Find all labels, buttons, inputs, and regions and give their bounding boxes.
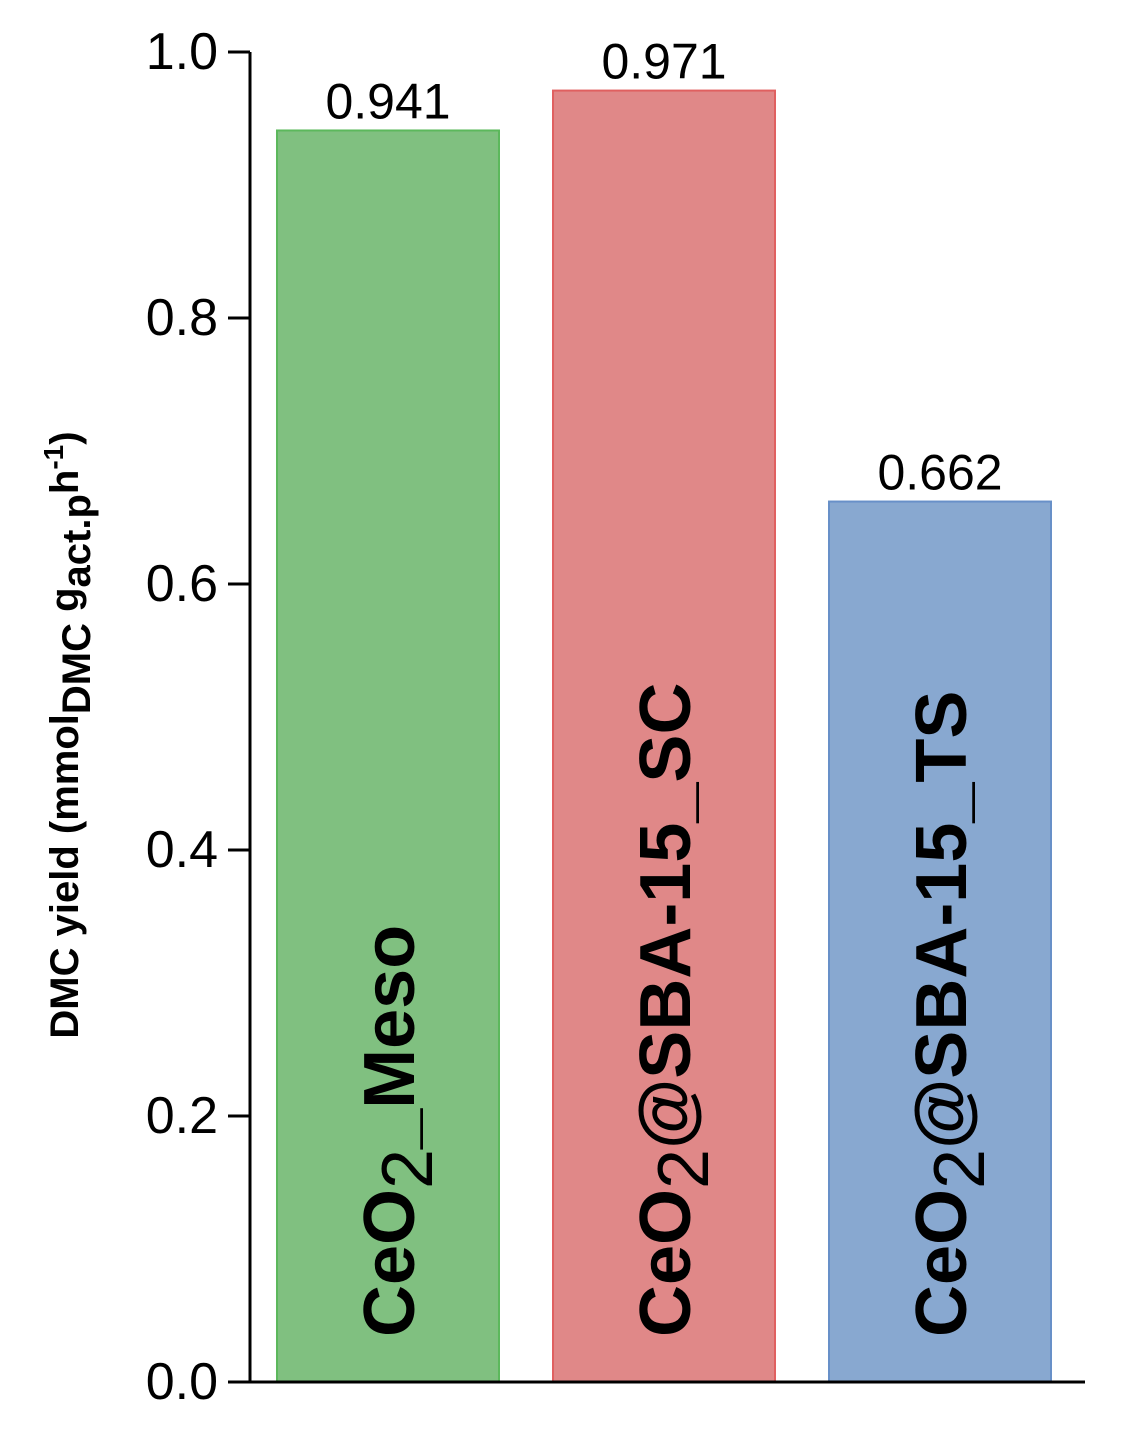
- y-axis-title-tail: h: [43, 470, 87, 494]
- y-axis-title-sub1: DMC: [55, 623, 99, 714]
- y-axis-title: DMC yield (mmolDMC gact.ph-1): [38, 431, 100, 1038]
- bar-category-label: CeO2@SBA-15_SC: [626, 683, 724, 1337]
- y-tick-label: 0.6: [146, 555, 218, 613]
- y-axis-title-close: ): [43, 431, 87, 444]
- y-axis-title-main: DMC yield (mmol: [43, 714, 87, 1038]
- bar-category-label-pre: CeO: [350, 1189, 430, 1337]
- bar-value-label: 0.971: [601, 34, 726, 90]
- bar-category-label: CeO2_Meso: [350, 925, 448, 1337]
- value-labels-group: 0.941 0.971 0.662: [325, 34, 1002, 501]
- y-axis-title-mid: g: [43, 587, 87, 623]
- bar-category-label-sub: 2: [644, 1149, 724, 1189]
- bar-category-label-post: @SBA-15_SC: [626, 683, 706, 1149]
- y-axis-title-sub2: act.p: [55, 494, 99, 587]
- bar-category-label-post: @SBA-15_TS: [902, 691, 982, 1149]
- y-tick-label: 0.4: [146, 821, 218, 879]
- bar-category-label: CeO2@SBA-15_TS: [902, 691, 1000, 1337]
- y-tick-label: 0.8: [146, 289, 218, 347]
- bar-category-label-sub: 2: [368, 1149, 448, 1189]
- bars-group: [276, 89, 1052, 1384]
- bar-value-label: 0.941: [325, 73, 450, 129]
- y-tick-label: 1.0: [146, 23, 218, 81]
- y-tick-label: 0.2: [146, 1087, 218, 1145]
- bar-category-label-sub: 2: [920, 1149, 1000, 1189]
- bar-2: [552, 89, 776, 1384]
- y-axis: 0.0 0.2 0.4 0.6 0.8 1.0: [146, 23, 252, 1411]
- bar-category-label-post: _Meso: [350, 925, 430, 1150]
- bar-category-label-pre: CeO: [626, 1189, 706, 1337]
- bar-category-label-pre: CeO: [902, 1189, 982, 1337]
- bar-3: [828, 500, 1052, 1384]
- bar-value-label: 0.662: [877, 445, 1002, 501]
- y-tick-label: 0.0: [146, 1353, 218, 1411]
- y-axis-title-sup: -1: [38, 445, 69, 470]
